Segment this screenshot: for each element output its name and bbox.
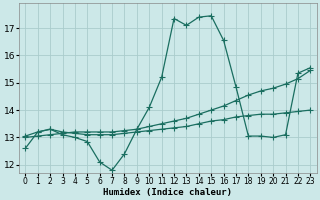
X-axis label: Humidex (Indice chaleur): Humidex (Indice chaleur) xyxy=(103,188,232,197)
